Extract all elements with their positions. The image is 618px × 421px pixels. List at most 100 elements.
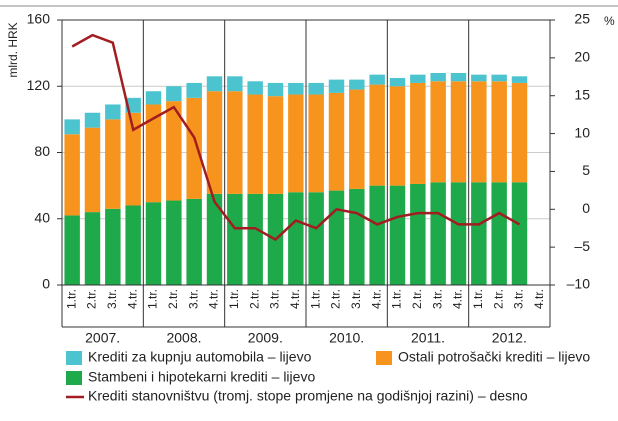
y-tick-label: 160: [27, 11, 51, 27]
legend-label: Krediti za kupnju automobila – lijevo: [88, 349, 312, 365]
x-tick-label: 3.tr.: [430, 289, 444, 309]
legend-swatch: [376, 351, 392, 365]
bar-segment: [64, 134, 80, 216]
x-tick-label: 4.tr.: [451, 289, 465, 309]
bar-segment: [84, 112, 101, 128]
y-tick-label: 0: [42, 276, 50, 292]
x-tick-label: 1.tr.: [227, 289, 241, 309]
bar-segment: [227, 76, 243, 92]
bar-segment: [206, 76, 223, 92]
x-tick-label: 3.tr.: [186, 289, 200, 309]
y2-tick-label: 15: [574, 86, 590, 102]
bar-segment: [206, 91, 223, 194]
bar-segment: [471, 74, 487, 82]
bar-segment: [430, 182, 446, 285]
bar-segment: [125, 205, 141, 285]
bar-segment: [389, 86, 406, 186]
bar-segment: [410, 74, 426, 83]
y2-tick-label: 0: [582, 200, 590, 216]
bar-segment: [491, 81, 507, 183]
bar-segment: [349, 79, 365, 90]
bar-segment: [450, 81, 467, 183]
bar-segment: [227, 91, 243, 194]
x-tick-label: 2.tr.: [329, 289, 343, 309]
bar-segment: [328, 79, 345, 93]
bar-segment: [288, 94, 304, 193]
y2-tick-label: 20: [574, 49, 590, 65]
x-tick-label: 3.tr.: [349, 289, 363, 309]
bar-segment: [328, 190, 345, 285]
legend-label: Krediti stanovništvu (tromj. stope promj…: [88, 388, 528, 404]
bar-segment: [308, 82, 324, 95]
bar-segment: [247, 94, 263, 194]
bar-segment: [491, 182, 507, 285]
bar-segment: [389, 185, 406, 285]
y2-tick-label: 25: [574, 11, 590, 27]
bar-segment: [389, 77, 406, 87]
bar-segment: [308, 94, 324, 193]
bar-segment: [430, 73, 446, 82]
bar-segment: [450, 182, 467, 285]
bar-segment: [511, 82, 528, 183]
x-tick-label: 4.tr.: [288, 289, 302, 309]
legend-swatch: [66, 371, 82, 385]
bar-segment: [369, 74, 385, 85]
bar-segment: [64, 215, 80, 285]
x-tick-label: 1.tr.: [64, 289, 78, 309]
x-tick-label: 4.tr.: [207, 289, 221, 309]
x-tick-label: 1.tr.: [390, 289, 404, 309]
bar-segment: [491, 74, 507, 82]
legend-label: Ostali potrošački krediti – lijevo: [398, 349, 590, 365]
y2-tick-label: 10: [574, 124, 590, 140]
x-tick-label: 4.tr.: [125, 289, 139, 309]
y-axis-label: mlrd. HRK: [6, 22, 20, 77]
bar-segment: [288, 192, 304, 285]
legend-label: Stambeni i hipotekarni krediti – lijevo: [88, 369, 315, 385]
bar-segment: [125, 112, 141, 206]
bar-segment: [328, 92, 345, 191]
bar-segment: [288, 82, 304, 95]
bar-segment: [145, 202, 162, 285]
bar-segment: [84, 212, 101, 285]
x-tick-label: 2.tr.: [410, 289, 424, 309]
bar-segment: [267, 96, 284, 194]
bar-segment: [206, 193, 223, 285]
bar-segment: [410, 183, 426, 285]
x-tick-label: 3.tr.: [512, 289, 526, 309]
x-tick-label: 2.tr.: [247, 289, 261, 309]
bar-segment: [308, 192, 324, 285]
bar-segment: [145, 104, 162, 203]
bar-segment: [186, 97, 202, 199]
y-tick-label: 120: [27, 77, 51, 93]
line-series: [71, 33, 521, 242]
bar-segment: [105, 119, 121, 209]
bar-segment: [84, 127, 101, 213]
bar-segment: [247, 193, 263, 285]
bar-segment: [471, 182, 487, 285]
bar-segment: [166, 200, 182, 285]
year-label: 2012.: [492, 330, 527, 346]
bar-segment: [105, 104, 121, 120]
bar-segment: [369, 84, 385, 186]
y2-tick-label: 5: [582, 162, 590, 178]
bar-segment: [471, 81, 487, 183]
bar-segment: [511, 76, 528, 83]
year-label: 2011.: [411, 330, 445, 346]
x-tick-label: 4.tr.: [532, 289, 546, 309]
bar-segment: [166, 86, 182, 102]
year-label: 2008.: [166, 330, 201, 346]
bar-segment: [511, 182, 528, 285]
x-tick-label: 1.tr.: [471, 289, 485, 309]
bar-segment: [186, 82, 202, 98]
year-label: 2010.: [329, 330, 364, 346]
y-tick-label: 80: [34, 143, 50, 159]
y2-axis-unit: %: [604, 14, 615, 28]
year-label: 2007.: [85, 330, 120, 346]
year-label: 2009.: [248, 330, 283, 346]
y2-tick-label: –5: [574, 238, 590, 254]
bar-segment: [349, 188, 365, 285]
bar-segment: [430, 81, 446, 183]
bar-segment: [410, 82, 426, 184]
x-tick-label: 2.tr.: [85, 289, 99, 309]
